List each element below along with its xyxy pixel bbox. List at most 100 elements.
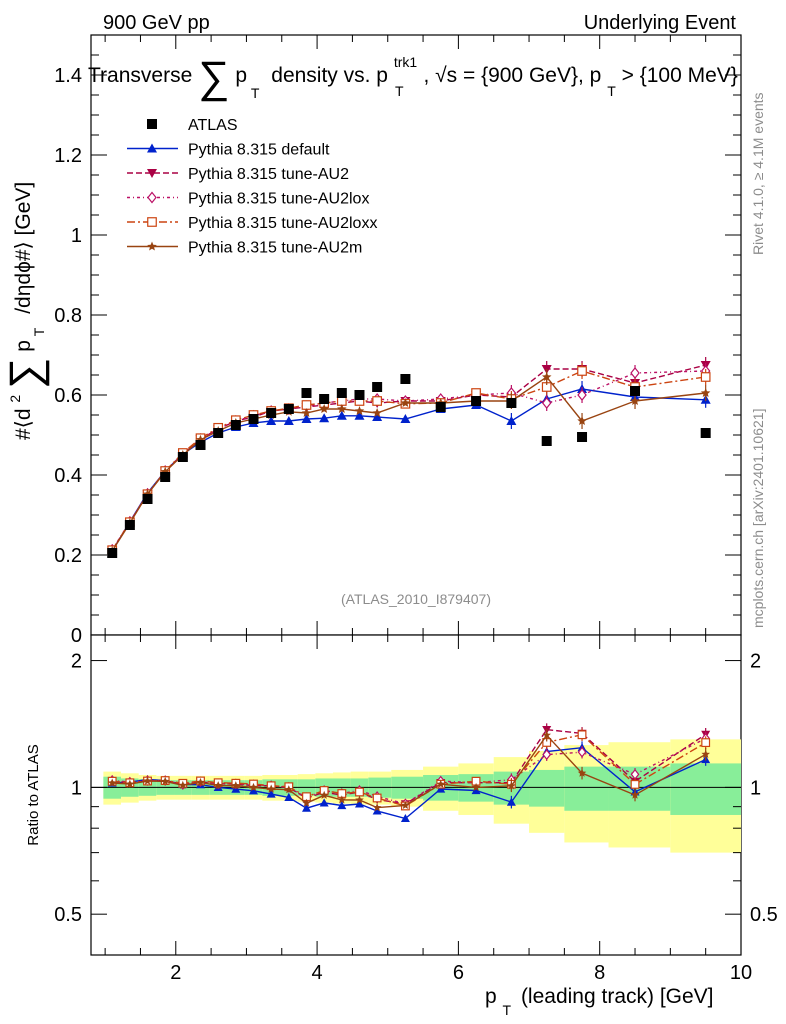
legend-marker (147, 169, 157, 178)
x-tick-label: 2 (170, 962, 181, 984)
data-point (577, 416, 587, 425)
x-axis-label: p T (leading track) [GeV] (485, 985, 714, 1020)
data-point (319, 404, 329, 413)
ratio-y-axis-label: Ratio to ATLAS (25, 744, 42, 845)
ratio-point (471, 782, 481, 791)
legend-item: Pythia 8.315 tune-AU2m (127, 240, 362, 257)
ratio-series-group (107, 723, 711, 823)
ratio-point (630, 779, 640, 789)
ratio-point (506, 797, 516, 806)
atlas-point (177, 452, 188, 462)
ratio-point (577, 730, 587, 740)
data-point (319, 413, 330, 423)
legend-marker (147, 241, 157, 251)
ratio-point (284, 785, 294, 794)
legend-marker (147, 217, 157, 227)
atlas-point (213, 428, 224, 438)
legend-item: Pythia 8.315 tune-AU2 (127, 166, 349, 183)
ratio-y-tick-label-right: 2 (750, 651, 761, 673)
ratio-point (355, 787, 364, 797)
ratio-series-star (107, 728, 710, 812)
x-tick-label: 6 (453, 962, 464, 984)
legend-label: Pythia 8.315 tune-AU2m (188, 240, 362, 257)
chart-title: Transverse ∑ p T density vs. p trk1 T , … (88, 49, 738, 103)
ratio-point (507, 781, 516, 790)
ratio-point (196, 777, 205, 787)
ratio-point (301, 803, 311, 812)
ratio-point (213, 781, 223, 790)
ratio-y-tick-label: 2 (71, 651, 82, 673)
ratio-line (112, 737, 707, 805)
y-tick-label: 0 (71, 625, 82, 647)
y-tick-label: 0.4 (54, 465, 82, 487)
ratio-point (471, 786, 481, 795)
data-point (336, 396, 347, 406)
series-line (111, 364, 706, 551)
ratio-point (266, 789, 276, 798)
data-point (577, 366, 587, 376)
legend-item: ATLAS (147, 117, 238, 134)
ratio-point (577, 768, 587, 777)
svg-text:#⟨d 2 ∑ p: #⟨d 2 ∑ p T /dηdϕ#⟩ [GeV] (1, 182, 50, 440)
ratio-point (701, 749, 710, 758)
legend-label: ATLAS (188, 117, 238, 134)
atlas-point (107, 548, 118, 558)
ratio-point (542, 730, 551, 739)
atlas-point (400, 374, 411, 384)
ratio-point (372, 793, 382, 803)
ratio-y-tick-label: 1 (71, 777, 82, 799)
ratio-point (337, 795, 347, 804)
legend-item: Pythia 8.315 default (127, 142, 330, 159)
ratio-y-tick-label: 0.5 (54, 904, 82, 926)
atlas-point (471, 396, 482, 406)
ratio-point (436, 779, 445, 788)
ratio-y-tick-label-right: 0.5 (750, 904, 778, 926)
ratio-point (630, 790, 640, 799)
data-point (354, 406, 365, 415)
ratio-point (337, 800, 347, 810)
x-tick-label: 4 (312, 962, 323, 984)
atlas-point (372, 382, 383, 392)
ratio-point (249, 782, 258, 791)
data-point (301, 408, 312, 417)
ratio-point (319, 790, 329, 799)
y-tick-label: 0.8 (54, 305, 82, 327)
ratio-point (372, 806, 382, 815)
ratio-band-inner (670, 763, 741, 815)
ratio-point (284, 792, 294, 801)
atlas-point (230, 420, 241, 430)
atlas-data (107, 374, 711, 558)
data-point (506, 416, 517, 425)
atlas-point (700, 428, 711, 438)
main-plot-frame (90, 34, 742, 636)
ratio-point (125, 779, 135, 788)
axis-ticks: 2 4 6 8 10 0 0.2 0.4 0.6 0.8 1 1.2 1.4 0.5 0.5 1 1 2 2 (54, 35, 778, 984)
main-series-group (107, 357, 711, 558)
data-point (266, 416, 277, 425)
y-tick-label: 0.6 (54, 385, 82, 407)
x-tick-label: 8 (594, 962, 605, 984)
data-point (336, 410, 347, 420)
header-right-label: Underlying Event (584, 12, 737, 34)
atlas-point (124, 520, 135, 530)
data-point (301, 414, 312, 423)
atlas-point (336, 388, 347, 398)
data-point (337, 404, 347, 413)
legend-item: Pythia 8.315 tune-AU2lox (127, 191, 369, 208)
ratio-point (107, 778, 117, 787)
ratio-point (400, 813, 410, 823)
mcplots-label: mcplots.cern.ch [arXiv:2401.10621] (750, 409, 766, 628)
ratio-point (542, 749, 552, 761)
ratio-point (401, 800, 410, 809)
data-point (400, 398, 411, 407)
atlas-point (283, 404, 294, 414)
data-point (700, 388, 711, 397)
y-tick-label: 1.2 (54, 145, 82, 167)
ratio-point (319, 798, 329, 807)
y-tick-label: 1.4 (54, 65, 82, 87)
legend-item: Pythia 8.315 tune-AU2loxx (127, 215, 377, 232)
atlas-point (354, 390, 365, 400)
rivet-version-label: Rivet 4.1.0, ≥ 4.1M events (750, 92, 766, 255)
legend-marker (147, 119, 157, 129)
